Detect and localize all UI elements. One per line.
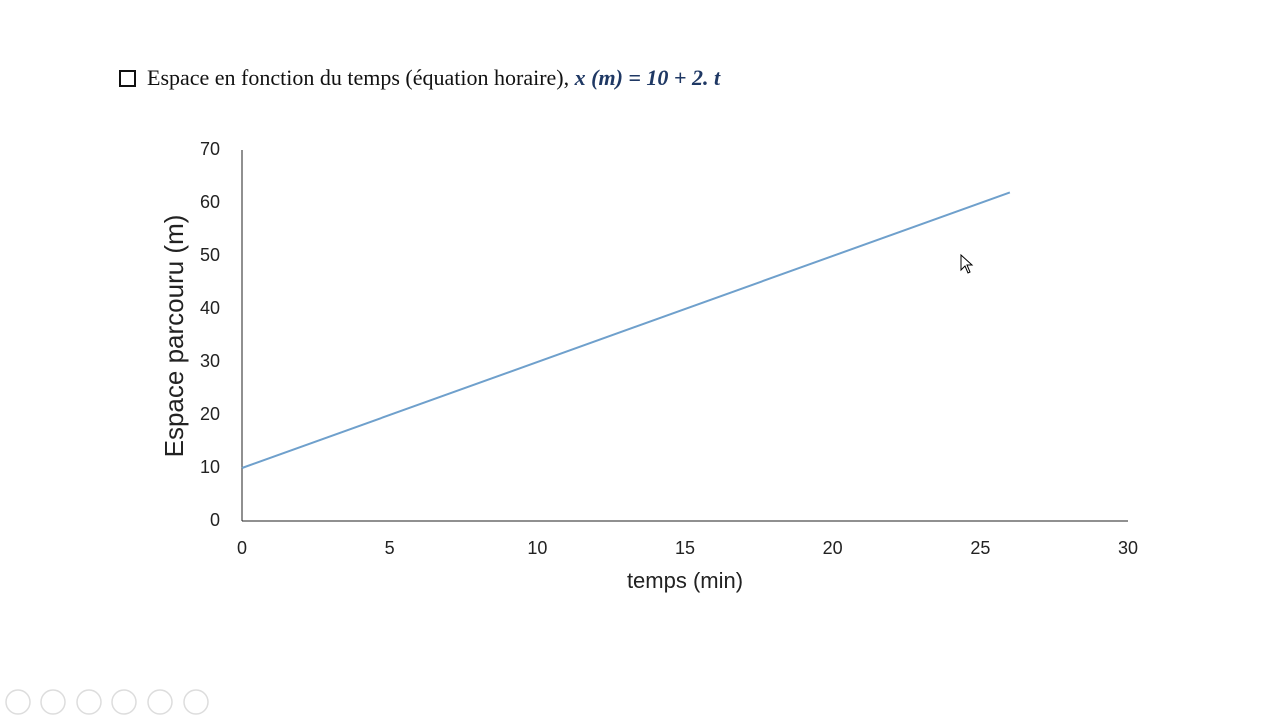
y-tick-label: 60: [200, 192, 220, 212]
x-tick-label: 5: [385, 538, 395, 558]
y-tick-label: 20: [200, 404, 220, 424]
y-tick-label: 70: [200, 139, 220, 159]
slides-button[interactable]: [111, 689, 137, 715]
y-tick-label: 0: [210, 510, 220, 530]
equation: x (m) = 10 + 2. t: [574, 65, 721, 90]
data-line: [241, 191, 1011, 469]
x-tick-label: 0: [237, 538, 247, 558]
y-axis-title: Espace parcouru (m): [159, 215, 189, 458]
x-tick-label: 30: [1118, 538, 1138, 558]
x-tick-label: 10: [527, 538, 547, 558]
y-tick-label: 40: [200, 298, 220, 318]
slideshow-toolbar: [5, 689, 209, 715]
more-button[interactable]: [183, 689, 209, 715]
y-tick-label: 30: [200, 351, 220, 371]
x-tick-label: 15: [675, 538, 695, 558]
y-tick-label: 10: [200, 457, 220, 477]
y-tick-label: 50: [200, 245, 220, 265]
checkbox-bullet: [119, 70, 136, 87]
prev-button[interactable]: [5, 689, 31, 715]
next-button[interactable]: [40, 689, 66, 715]
x-axis-title: temps (min): [627, 568, 743, 593]
heading: Espace en fonction du temps (équation ho…: [147, 65, 721, 90]
zoom-button[interactable]: [147, 689, 173, 715]
heading-text: Espace en fonction du temps (équation ho…: [147, 65, 569, 90]
x-tick-label: 25: [970, 538, 990, 558]
pen-button[interactable]: [76, 689, 102, 715]
mouse-cursor: [960, 253, 974, 274]
x-tick-label: 20: [823, 538, 843, 558]
